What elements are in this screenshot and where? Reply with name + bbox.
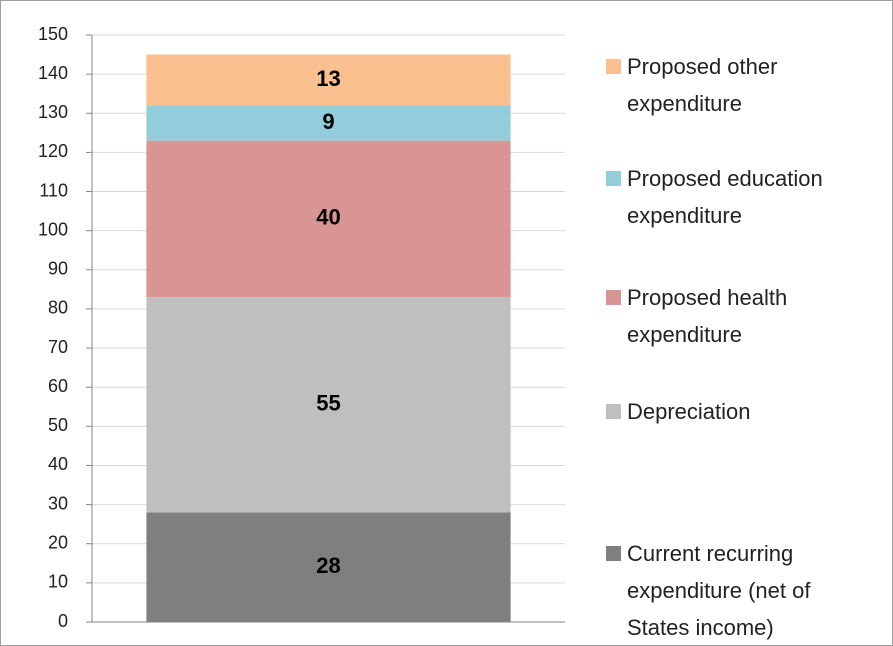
y-tick-label: 110 bbox=[39, 180, 68, 200]
y-tick-label: 80 bbox=[48, 298, 68, 318]
legend-item: Current recurring expenditure (net of St… bbox=[606, 535, 890, 646]
bar-segment bbox=[146, 54, 511, 106]
data-label: 28 bbox=[316, 553, 340, 578]
bar-segment bbox=[146, 140, 511, 298]
y-tick-label: 150 bbox=[38, 24, 68, 44]
legend-label: Depreciation bbox=[627, 399, 751, 424]
y-tick-label: 20 bbox=[48, 532, 68, 552]
legend-item: Proposed other expenditure bbox=[606, 48, 890, 122]
y-tick-label: 50 bbox=[48, 415, 68, 435]
legend-swatch bbox=[606, 171, 621, 186]
legend-swatch bbox=[606, 404, 621, 419]
legend-label: Proposed health expenditure bbox=[627, 285, 788, 347]
y-tick-label: 60 bbox=[48, 376, 68, 396]
legend-swatch bbox=[606, 546, 621, 561]
legend-label: Current recurring expenditure (net of St… bbox=[627, 541, 811, 640]
legend-item: Proposed education expenditure bbox=[606, 160, 890, 234]
legend-label: Proposed other expenditure bbox=[627, 54, 778, 116]
data-label: 40 bbox=[316, 205, 340, 230]
y-tick-label: 0 bbox=[58, 611, 68, 631]
legend-label: Proposed education expenditure bbox=[627, 166, 823, 228]
bar-segment bbox=[146, 105, 511, 141]
y-tick-label: 140 bbox=[38, 63, 68, 83]
y-tick-label: 90 bbox=[48, 259, 68, 279]
data-label: 9 bbox=[322, 109, 334, 134]
legend-swatch bbox=[606, 59, 621, 74]
data-label: 13 bbox=[316, 66, 340, 91]
y-tick-label: 120 bbox=[38, 141, 68, 161]
y-tick-label: 30 bbox=[48, 493, 68, 513]
bar-segment bbox=[146, 297, 511, 513]
legend-swatch bbox=[606, 290, 621, 305]
legend-item: Proposed health expenditure bbox=[606, 279, 890, 353]
data-label: 55 bbox=[316, 391, 340, 416]
y-tick-label: 100 bbox=[38, 219, 68, 239]
y-tick-label: 70 bbox=[48, 337, 68, 357]
y-tick-label: 40 bbox=[48, 454, 68, 474]
legend-item: Depreciation bbox=[606, 393, 890, 430]
y-tick-label: 10 bbox=[48, 572, 68, 592]
bar-segment bbox=[146, 512, 511, 622]
y-tick-label: 130 bbox=[38, 102, 68, 122]
